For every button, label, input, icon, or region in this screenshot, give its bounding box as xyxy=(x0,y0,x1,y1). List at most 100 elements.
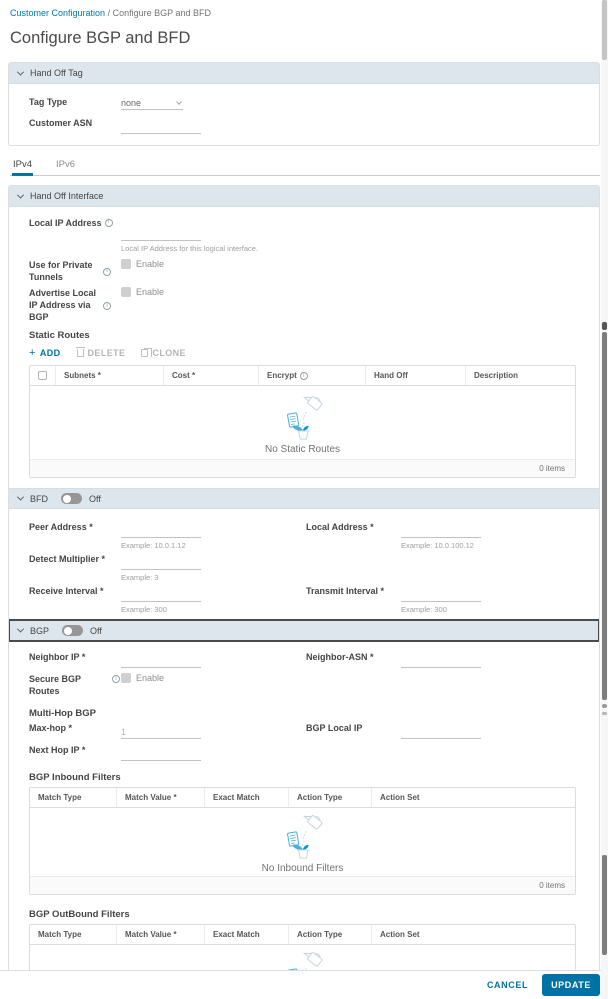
outbound-filters-header: Match Type Match Value * Exact Match Act… xyxy=(30,924,575,945)
add-button[interactable]: + ADD xyxy=(29,347,61,360)
tag-type-value: none xyxy=(121,98,142,108)
bfd-title: BFD xyxy=(30,493,48,504)
bgp-title: BGP xyxy=(30,625,50,636)
ip-version-tabs: IPv4 IPv6 xyxy=(10,156,600,176)
checkbox-icon xyxy=(38,371,47,381)
bgp-local-ip-input[interactable] xyxy=(401,724,481,739)
column-match-value[interactable]: Match Value * xyxy=(117,787,205,807)
checkbox-icon xyxy=(121,287,131,298)
info-icon[interactable] xyxy=(299,372,308,381)
column-subnets[interactable]: Subnets * xyxy=(56,366,164,386)
column-cost[interactable]: Cost * xyxy=(164,366,259,386)
tag-type-select[interactable]: none xyxy=(121,96,183,110)
static-routes-table-footer: 0 items xyxy=(30,459,575,478)
info-icon[interactable] xyxy=(103,302,111,311)
empty-text: No Static Routes xyxy=(264,443,341,455)
checkbox-icon xyxy=(121,673,131,684)
receive-interval-input[interactable] xyxy=(121,588,201,603)
bgp-header[interactable]: BGP Off xyxy=(9,619,599,643)
bgp-toggle[interactable] xyxy=(62,625,84,637)
column-encrypt[interactable]: Encrypt xyxy=(259,366,366,386)
hand-off-interface-title: Hand Off Interface xyxy=(30,191,104,201)
clone-button[interactable]: CLONE xyxy=(141,346,186,360)
tab-ipv4[interactable]: IPv4 xyxy=(12,156,34,176)
info-icon[interactable] xyxy=(104,219,113,227)
inbound-filters-table: Match Type Match Value * Exact Match Act… xyxy=(29,786,576,895)
items-count: 0 items xyxy=(539,880,565,890)
column-action-set[interactable]: Action Set xyxy=(380,929,420,939)
hand-off-interface-header[interactable]: Hand Off Interface xyxy=(9,186,599,207)
neighbor-ip-input[interactable] xyxy=(121,654,201,669)
column-match-type[interactable]: Match Type xyxy=(30,924,117,944)
static-routes-toolbar: + ADD DELETE CLONE xyxy=(29,346,576,360)
chevron-down-icon xyxy=(16,68,25,76)
detect-multiplier-label: Detect Multiplier * xyxy=(29,554,106,565)
tab-ipv6[interactable]: IPv6 xyxy=(56,159,76,170)
inbound-filters-footer: 0 items xyxy=(30,875,575,894)
transmit-interval-label: Transmit Interval * xyxy=(306,586,385,597)
chevron-down-icon xyxy=(16,191,25,199)
bgp-inbound-filters-title: BGP Inbound Filters xyxy=(29,771,121,783)
customer-asn-input[interactable] xyxy=(121,120,201,134)
plus-icon: + xyxy=(29,347,36,360)
vertical-scrollbar[interactable] xyxy=(601,0,608,999)
empty-text: No Inbound Filters xyxy=(261,862,344,874)
scrollbar-segment xyxy=(602,0,607,60)
private-tunnels-enable-checkbox[interactable]: Enable xyxy=(121,257,576,269)
hand-off-interface-body: Local IP Address Local IP Address for th… xyxy=(9,207,599,488)
secure-bgp-routes-label: Secure BGP Routes xyxy=(29,671,121,697)
neighbor-asn-input[interactable] xyxy=(401,654,481,669)
static-routes-empty-state: No Static Routes xyxy=(30,386,575,459)
inbound-filters-header: Match Type Match Value * Exact Match Act… xyxy=(30,787,575,808)
local-address-input[interactable] xyxy=(401,524,481,539)
watering-can-illustration xyxy=(274,810,332,860)
detect-multiplier-input[interactable] xyxy=(121,556,201,571)
items-count: 0 items xyxy=(539,464,565,474)
column-match-type[interactable]: Match Type xyxy=(30,787,117,807)
cancel-button[interactable]: CANCEL xyxy=(486,980,529,990)
column-exact-match[interactable]: Exact Match xyxy=(205,787,289,807)
breadcrumb-link-customer-configuration[interactable]: Customer Configuration xyxy=(10,8,106,18)
column-hand-off[interactable]: Hand Off xyxy=(366,366,466,386)
clone-icon xyxy=(141,347,152,358)
bfd-toggle-state: Off xyxy=(89,493,101,504)
hand-off-tag-title: Hand Off Tag xyxy=(30,68,83,78)
bfd-toggle[interactable] xyxy=(61,493,82,505)
secure-bgp-routes-checkbox[interactable]: Enable xyxy=(121,671,576,684)
receive-interval-helper: Example: 300 xyxy=(121,605,167,615)
peer-address-input[interactable] xyxy=(121,524,201,539)
local-address-helper: Example: 10.0.100.12 xyxy=(401,541,474,551)
bfd-header[interactable]: BFD Off xyxy=(9,488,599,510)
page-title: Configure BGP and BFD xyxy=(10,29,191,47)
static-routes-title: Static Routes xyxy=(29,330,90,342)
detect-multiplier-helper: Example: 3 xyxy=(121,573,159,583)
select-all-checkbox[interactable] xyxy=(30,366,56,386)
hand-off-tag-header[interactable]: Hand Off Tag xyxy=(9,63,599,84)
column-exact-match[interactable]: Exact Match xyxy=(205,924,289,944)
local-ip-address-input[interactable] xyxy=(121,227,201,241)
scrollbar-thumb[interactable] xyxy=(602,332,607,700)
advertise-enable-checkbox[interactable]: Enable xyxy=(121,285,576,298)
local-ip-helper-text: Local IP Address for this logical interf… xyxy=(121,244,259,253)
scrollbar-thumb[interactable] xyxy=(602,855,607,955)
info-icon[interactable] xyxy=(103,268,111,277)
column-match-value[interactable]: Match Value * xyxy=(117,924,205,944)
static-routes-table-header: Subnets * Cost * Encrypt Hand Off Descri… xyxy=(30,366,575,387)
max-hop-input[interactable] xyxy=(121,724,201,739)
column-action-type[interactable]: Action Type xyxy=(289,924,372,944)
local-address-label: Local Address * xyxy=(306,522,374,533)
info-icon[interactable] xyxy=(112,675,120,684)
column-action-set[interactable]: Action Set xyxy=(380,792,420,802)
update-button[interactable]: UPDATE xyxy=(542,974,600,996)
use-for-private-tunnels-label: Use for Private Tunnels xyxy=(29,257,121,283)
transmit-interval-input[interactable] xyxy=(401,588,481,603)
next-hop-ip-label: Next Hop IP * xyxy=(29,744,86,755)
column-action-type[interactable]: Action Type xyxy=(289,787,372,807)
delete-button[interactable]: DELETE xyxy=(75,346,126,360)
neighbor-ip-label: Neighbor IP * xyxy=(29,652,86,663)
next-hop-ip-input[interactable] xyxy=(121,746,201,761)
bgp-local-ip-label: BGP Local IP xyxy=(306,722,363,733)
configuration-accordion: Hand Off Interface Local IP Address Loca… xyxy=(8,185,600,999)
column-description[interactable]: Description xyxy=(474,371,519,381)
